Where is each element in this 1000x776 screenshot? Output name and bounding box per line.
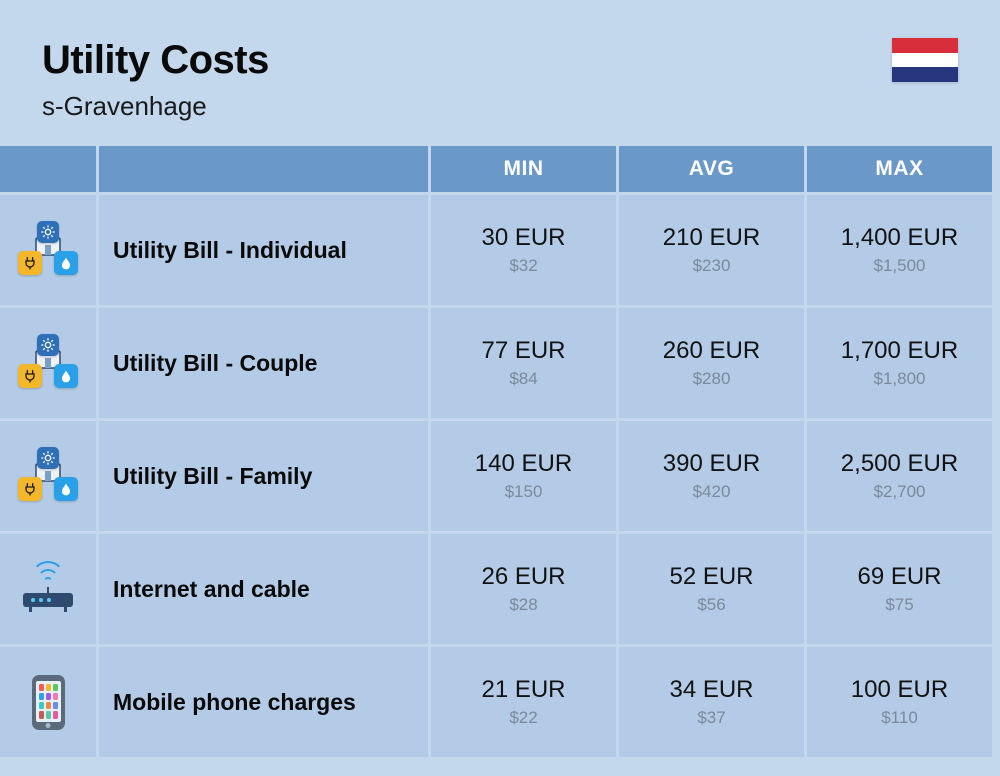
min-usd: $84 bbox=[509, 369, 537, 389]
cell-icon bbox=[0, 195, 96, 305]
min-eur: 77 EUR bbox=[481, 337, 565, 365]
avg-eur: 210 EUR bbox=[663, 224, 760, 252]
min-eur: 21 EUR bbox=[481, 676, 565, 704]
flag-stripe-red bbox=[892, 38, 958, 53]
cell-label: Mobile phone charges bbox=[96, 647, 428, 757]
table-row: Utility Bill - Individual 30 EUR $32 210… bbox=[0, 192, 1000, 305]
avg-eur: 390 EUR bbox=[663, 450, 760, 478]
min-usd: $22 bbox=[509, 708, 537, 728]
min-usd: $150 bbox=[505, 482, 543, 502]
cell-min: 26 EUR $28 bbox=[428, 534, 616, 644]
min-usd: $32 bbox=[509, 256, 537, 276]
flag-stripe-blue bbox=[892, 67, 958, 82]
avg-eur: 52 EUR bbox=[669, 563, 753, 591]
utility-cluster-icon bbox=[20, 451, 76, 501]
th-avg: AVG bbox=[616, 146, 804, 192]
min-eur: 26 EUR bbox=[481, 563, 565, 591]
max-usd: $75 bbox=[885, 595, 913, 615]
table-row: Utility Bill - Family 140 EUR $150 390 E… bbox=[0, 418, 1000, 531]
water-drop-icon bbox=[54, 477, 78, 501]
table-body: Utility Bill - Individual 30 EUR $32 210… bbox=[0, 192, 1000, 757]
cell-avg: 390 EUR $420 bbox=[616, 421, 804, 531]
min-usd: $28 bbox=[509, 595, 537, 615]
cell-label: Utility Bill - Family bbox=[96, 421, 428, 531]
table-row: Utility Bill - Couple 77 EUR $84 260 EUR… bbox=[0, 305, 1000, 418]
cell-max: 1,400 EUR $1,500 bbox=[804, 195, 992, 305]
cell-max: 1,700 EUR $1,800 bbox=[804, 308, 992, 418]
cell-icon bbox=[0, 308, 96, 418]
min-eur: 140 EUR bbox=[475, 450, 572, 478]
th-label bbox=[96, 146, 428, 192]
max-eur: 69 EUR bbox=[857, 563, 941, 591]
gear-icon bbox=[37, 447, 59, 469]
cell-min: 30 EUR $32 bbox=[428, 195, 616, 305]
water-drop-icon bbox=[54, 364, 78, 388]
max-eur: 2,500 EUR bbox=[841, 450, 958, 478]
avg-usd: $230 bbox=[693, 256, 731, 276]
cell-icon bbox=[0, 421, 96, 531]
cell-min: 140 EUR $150 bbox=[428, 421, 616, 531]
table-row: Internet and cable 26 EUR $28 52 EUR $56… bbox=[0, 531, 1000, 644]
avg-usd: $280 bbox=[693, 369, 731, 389]
page-subtitle: s-Gravenhage bbox=[42, 91, 269, 122]
cell-avg: 34 EUR $37 bbox=[616, 647, 804, 757]
avg-usd: $56 bbox=[697, 595, 725, 615]
title-block: Utility Costs s-Gravenhage bbox=[42, 38, 269, 122]
utility-cluster-icon bbox=[20, 225, 76, 275]
max-usd: $2,700 bbox=[874, 482, 926, 502]
avg-usd: $37 bbox=[697, 708, 725, 728]
max-eur: 1,700 EUR bbox=[841, 337, 958, 365]
costs-table: MIN AVG MAX Utility Bill - Individual 30… bbox=[0, 146, 1000, 757]
th-icon bbox=[0, 146, 96, 192]
router-icon bbox=[19, 565, 77, 613]
phone-icon bbox=[32, 675, 65, 730]
gear-icon bbox=[37, 221, 59, 243]
cell-min: 77 EUR $84 bbox=[428, 308, 616, 418]
cell-label: Internet and cable bbox=[96, 534, 428, 644]
page-title: Utility Costs bbox=[42, 38, 269, 83]
header: Utility Costs s-Gravenhage bbox=[0, 0, 1000, 146]
avg-usd: $420 bbox=[693, 482, 731, 502]
max-eur: 1,400 EUR bbox=[841, 224, 958, 252]
cell-min: 21 EUR $22 bbox=[428, 647, 616, 757]
cell-max: 2,500 EUR $2,700 bbox=[804, 421, 992, 531]
gear-icon bbox=[37, 334, 59, 356]
flag-stripe-white bbox=[892, 53, 958, 68]
water-drop-icon bbox=[54, 251, 78, 275]
min-eur: 30 EUR bbox=[481, 224, 565, 252]
cell-label: Utility Bill - Individual bbox=[96, 195, 428, 305]
cell-avg: 52 EUR $56 bbox=[616, 534, 804, 644]
avg-eur: 260 EUR bbox=[663, 337, 760, 365]
th-min: MIN bbox=[428, 146, 616, 192]
table-header: MIN AVG MAX bbox=[0, 146, 1000, 192]
cell-max: 100 EUR $110 bbox=[804, 647, 992, 757]
max-usd: $1,800 bbox=[874, 369, 926, 389]
plug-icon bbox=[18, 251, 42, 275]
plug-icon bbox=[18, 364, 42, 388]
max-usd: $110 bbox=[881, 708, 918, 728]
cell-icon bbox=[0, 534, 96, 644]
max-usd: $1,500 bbox=[874, 256, 926, 276]
netherlands-flag-icon bbox=[892, 38, 958, 82]
utility-cluster-icon bbox=[20, 338, 76, 388]
table-row: Mobile phone charges 21 EUR $22 34 EUR $… bbox=[0, 644, 1000, 757]
avg-eur: 34 EUR bbox=[669, 676, 753, 704]
cell-label: Utility Bill - Couple bbox=[96, 308, 428, 418]
cell-max: 69 EUR $75 bbox=[804, 534, 992, 644]
th-max: MAX bbox=[804, 146, 992, 192]
max-eur: 100 EUR bbox=[851, 676, 948, 704]
plug-icon bbox=[18, 477, 42, 501]
cell-avg: 260 EUR $280 bbox=[616, 308, 804, 418]
cell-icon bbox=[0, 647, 96, 757]
cell-avg: 210 EUR $230 bbox=[616, 195, 804, 305]
